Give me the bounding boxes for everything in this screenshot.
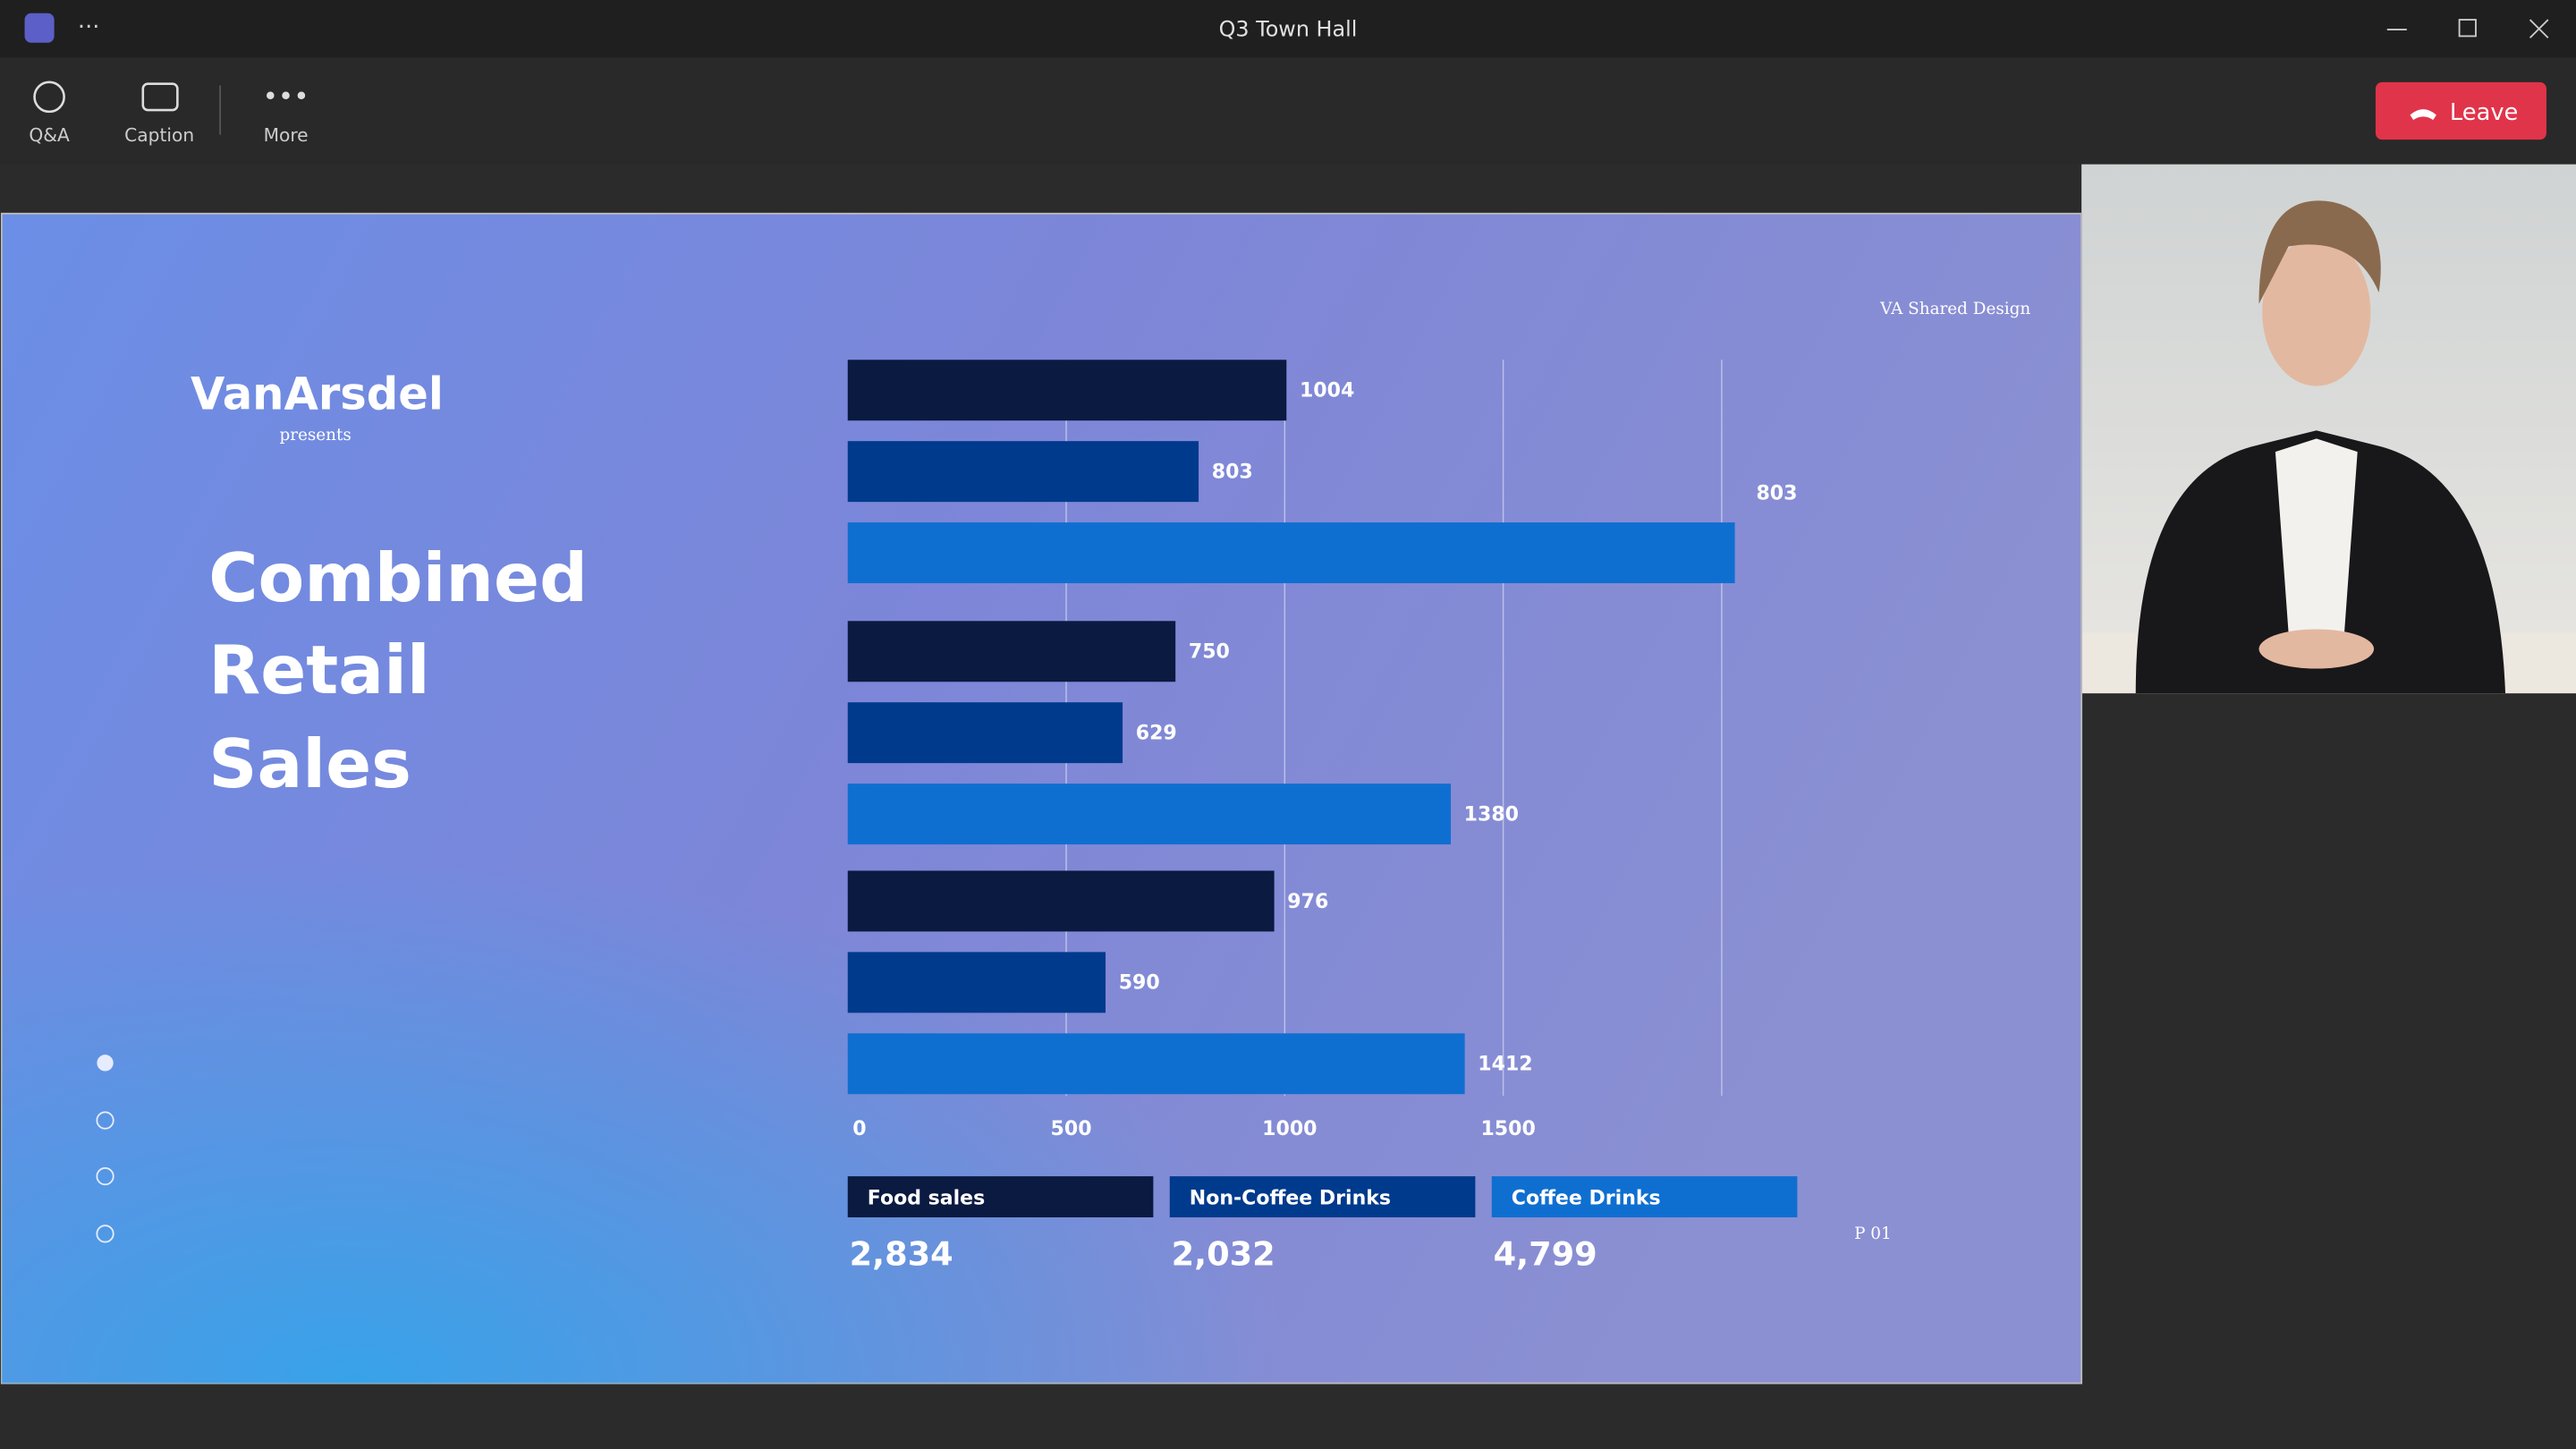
nav-dot[interactable] [96, 1224, 114, 1243]
legend-label: Non-Coffee Drinks [1190, 1187, 1391, 1209]
more-icon[interactable]: ••• [263, 81, 309, 112]
caption-icon[interactable] [141, 82, 179, 112]
legend-total: 4,799 [1494, 1234, 1597, 1273]
nav-dot[interactable] [96, 1111, 114, 1130]
leave-label[interactable]: Leave [2450, 99, 2518, 126]
video [2081, 164, 2576, 694]
bar [847, 702, 1123, 764]
close[interactable] [2529, 19, 2549, 38]
page-number: P 01 [1854, 1224, 1892, 1243]
x-tick-label: 1500 [1480, 1118, 1535, 1140]
data-label: 1380 [1464, 803, 1519, 826]
toolbar [0, 57, 2576, 165]
app-icon[interactable] [24, 13, 55, 43]
bar [847, 621, 1176, 682]
toolbar-label[interactable]: Caption [124, 124, 194, 146]
bar [847, 870, 1275, 932]
toolbar-label[interactable]: More [264, 124, 309, 146]
qa-icon[interactable] [33, 80, 65, 114]
data-label: 1004 [1300, 380, 1354, 402]
hands [2258, 629, 2375, 669]
menu-dots[interactable]: ··· [78, 14, 100, 41]
legend-swatch [847, 1176, 1154, 1218]
legend-total: 2,834 [850, 1234, 953, 1273]
data-label: 976 [1287, 891, 1328, 913]
bar [847, 522, 1735, 584]
data-label: 590 [1119, 972, 1160, 995]
toolbar-label[interactable]: Q&A [29, 124, 70, 146]
bar [847, 952, 1106, 1013]
legend-swatch [1169, 1176, 1476, 1218]
title-bar [0, 0, 2576, 58]
leave-button[interactable] [2375, 81, 2546, 140]
heading: Sales [208, 724, 411, 803]
x-tick-label: 500 [1051, 1118, 1092, 1140]
face [2262, 238, 2371, 386]
data-label: 629 [1136, 723, 1177, 745]
maximize[interactable] [2458, 19, 2477, 38]
nav-dot[interactable] [96, 1167, 114, 1186]
nav-dot[interactable] [97, 1055, 114, 1072]
legend-total: 2,032 [1172, 1234, 1275, 1273]
shirt [2275, 438, 2358, 633]
presents: presents [279, 426, 351, 445]
bar [847, 360, 1287, 421]
data-label: 1412 [1478, 1054, 1532, 1076]
bar [847, 441, 1199, 503]
legend-label: Coffee Drinks [1512, 1187, 1661, 1209]
chart: 0 500 1000 1500 1004 750 976 Food sales 2,834 803… [847, 360, 1798, 1273]
brand: VanArsdel [191, 368, 444, 419]
bar [847, 1033, 1465, 1095]
x-tick-label: 1000 [1262, 1118, 1317, 1140]
data-label: 803 [1212, 461, 1253, 483]
annotation: 803 [1756, 482, 1797, 504]
phone-icon [2410, 109, 2436, 121]
bar [847, 784, 1451, 845]
legend-label: Food sales [868, 1187, 985, 1209]
legend-swatch [1491, 1176, 1798, 1218]
hair [2258, 200, 2381, 304]
window-title: Q3 Town Hall [1219, 16, 1358, 41]
heading: Combined [208, 538, 588, 617]
credit: VA Shared Design [1879, 300, 2030, 318]
heading: Retail [208, 631, 429, 709]
x-tick-label: 0 [852, 1118, 866, 1140]
data-label: 750 [1189, 641, 1230, 664]
